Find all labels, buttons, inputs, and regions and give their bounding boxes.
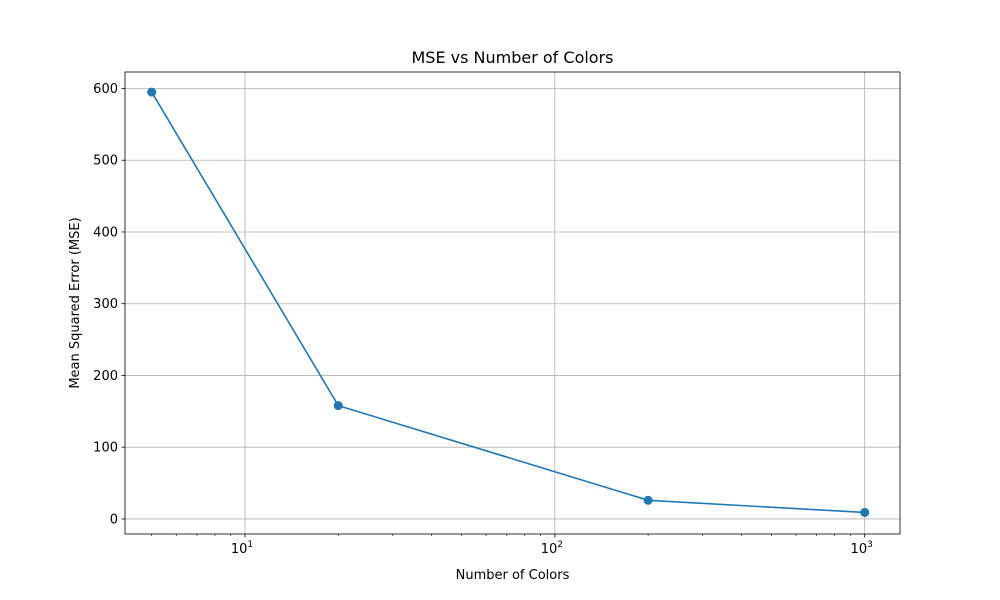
axes: [124, 71, 901, 535]
x-tick-exponent: 2: [557, 540, 563, 550]
grid-lines: [125, 72, 900, 534]
data-point: [643, 495, 653, 505]
x-tick-label: 101: [231, 540, 253, 557]
plot-frame: [124, 71, 901, 535]
series-line: [151, 91, 865, 514]
y-axis-label: Mean Squared Error (MSE): [68, 217, 83, 388]
x-tick-label: 103: [851, 540, 873, 557]
y-tick-label: 300: [93, 297, 118, 312]
x-tick-exponent: 3: [867, 540, 873, 550]
chart-title: MSE vs Number of Colors: [411, 48, 613, 67]
x-tick-exponent: 1: [247, 540, 253, 550]
x-tick-base: 10: [541, 542, 558, 557]
x-tick-base: 10: [851, 542, 868, 557]
x-axis-label: Number of Colors: [456, 568, 570, 583]
y-tick-label: 0: [110, 512, 118, 527]
x-tick-label: 102: [541, 540, 563, 557]
x-tick-base: 10: [231, 542, 248, 557]
y-tick-label: 100: [93, 441, 118, 456]
y-tick-label: 200: [93, 369, 118, 384]
data-point: [860, 507, 870, 517]
y-tick-label: 400: [93, 225, 118, 240]
data-point: [147, 87, 157, 97]
series: [147, 87, 870, 517]
y-tick-label: 600: [93, 82, 118, 97]
data-point: [333, 401, 343, 411]
y-tick-label: 500: [93, 154, 118, 169]
